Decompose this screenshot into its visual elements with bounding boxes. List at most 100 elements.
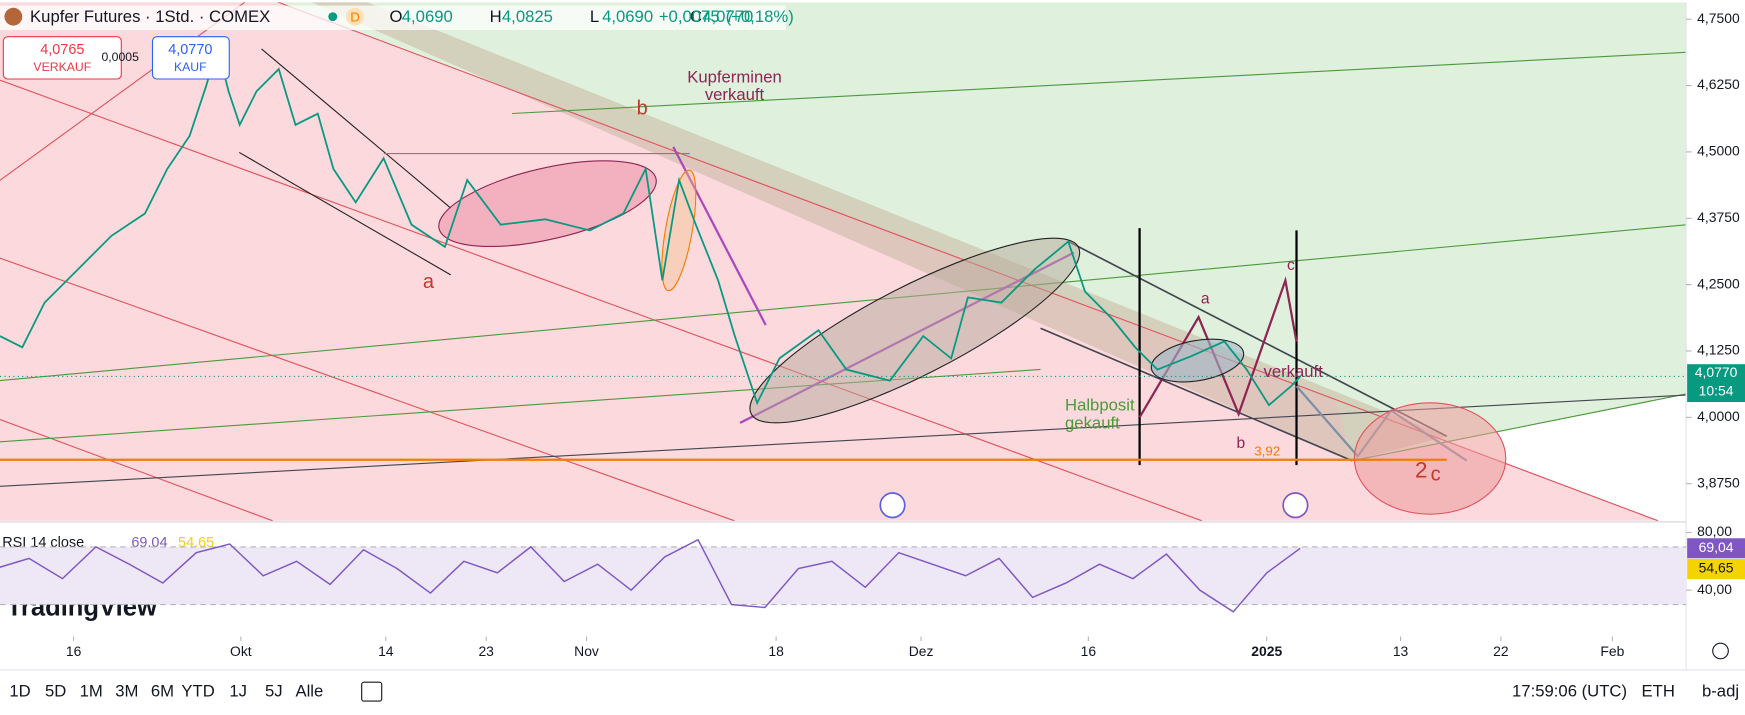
event-icon[interactable] (879, 492, 906, 519)
ohlc-key: L (590, 7, 599, 26)
rsi-ma-badge-label: 54,65 (1699, 560, 1734, 576)
y-tick-label: 40,00 (1697, 581, 1732, 597)
trend-line (672, 146, 767, 326)
status-dot (328, 12, 338, 22)
y-tick-label: 4,3750 (1697, 209, 1740, 225)
annotation: b (1237, 435, 1246, 452)
ohlc-key: H (490, 7, 502, 26)
y-tick-label: 4,1250 (1697, 342, 1740, 358)
x-tick-label: 14 (378, 643, 394, 659)
ohlc-key: O (390, 7, 403, 26)
range-button[interactable]: 3M (115, 682, 138, 701)
sell-button[interactable] (2, 36, 122, 80)
rsi-line (0, 538, 1301, 613)
trend-line (511, 51, 1687, 115)
annotation: 2 (1415, 458, 1427, 483)
buy-price: 4,0770 (168, 42, 212, 58)
annotation: Halbposit (1065, 396, 1135, 415)
x-tick-label: Nov (574, 643, 599, 659)
x-tick-label: 18 (768, 643, 784, 659)
annotation: b (637, 97, 648, 119)
symbol-icon (4, 7, 23, 26)
ellipse (438, 160, 657, 247)
annotation: a (1201, 290, 1210, 307)
trend-line (0, 2, 246, 181)
y-tick-label: 3,8750 (1697, 474, 1740, 490)
session[interactable]: ETH (1642, 682, 1675, 701)
trend-line (1067, 240, 1448, 437)
x-tick-label: Feb (1600, 643, 1624, 659)
badge-bg (346, 7, 364, 26)
channel (311, 2, 1447, 461)
trend-line (0, 419, 273, 521)
event-icon[interactable] (1282, 492, 1309, 519)
x-tick-label: 16 (66, 643, 82, 659)
range-button[interactable]: 1M (80, 682, 103, 701)
annotation: Kupferminen (687, 67, 782, 86)
rsi-badge-label: 69,04 (1699, 539, 1734, 555)
ellipse (1150, 338, 1245, 383)
annotation: c (1431, 463, 1441, 485)
annotation: c (1287, 257, 1295, 274)
x-tick-label: 13 (1393, 643, 1409, 659)
buy-caption: KAUF (174, 60, 207, 74)
change-pct: (+0,18%) (726, 7, 794, 26)
y-tick-label: 4,0000 (1697, 408, 1740, 424)
range-button[interactable]: 5D (45, 682, 66, 701)
ellipse (749, 237, 1081, 424)
rsi-band (0, 546, 1687, 605)
ohlc-key: C (690, 7, 702, 26)
header-bg (0, 5, 786, 31)
range-button[interactable]: 1D (9, 682, 30, 701)
drawings (0, 2, 1687, 521)
range-button[interactable]: Alle (295, 682, 323, 701)
annotation: verkauft (705, 85, 765, 104)
range-button[interactable]: 6M (151, 682, 174, 701)
rsi-ma-badge (1687, 559, 1745, 580)
date-range-icon[interactable] (361, 681, 383, 702)
delay-badge: D (350, 9, 360, 24)
x-tick-label: 22 (1493, 643, 1509, 659)
trend-line (0, 79, 1203, 521)
last-price-label: 4,0770 (1695, 364, 1738, 380)
change: +0,0075 (659, 7, 720, 26)
trend-line (261, 48, 452, 209)
toolbar: 1D 5D 1M 3M 6M YTD 1J 5J Alle (9, 681, 383, 702)
ohlc-value: 4,0690 (602, 7, 653, 26)
range-button[interactable]: 1J (229, 682, 247, 701)
annotation: a (423, 271, 435, 293)
x-tick-label: 2025 (1251, 643, 1282, 659)
trend-line (1040, 327, 1353, 462)
x-tick-label: Okt (230, 643, 252, 659)
annotation: verkauft (1263, 362, 1323, 381)
y-tick-label: 80,00 (1697, 523, 1732, 539)
trend-line (238, 151, 451, 276)
annotation: gekauft (1065, 413, 1120, 432)
y-tick-label: 4,6250 (1697, 76, 1740, 92)
y-tick-label: 4,2500 (1697, 275, 1740, 291)
clock: 17:59:06 (UTC) (1512, 682, 1627, 701)
y-tick-label: 4,5000 (1697, 143, 1740, 159)
range-button[interactable]: 5J (265, 682, 283, 701)
settings-icon[interactable] (1712, 642, 1729, 660)
trend-line (0, 224, 1687, 382)
y-tick-label: 4,7500 (1697, 10, 1740, 26)
ohlc-value: 4,0770 (702, 7, 753, 26)
sell-caption: VERKAUF (33, 60, 91, 74)
ohlc: O 4,0690 H 4,0825 L 4,0690 C 4,0770+0,0075 (+0,1… (390, 7, 794, 26)
trend-line (0, 257, 735, 521)
rsi-badge (1687, 538, 1745, 559)
ellipse (1353, 402, 1507, 515)
countdown: 10:54 (1699, 383, 1734, 399)
symbol-title: Kupfer Futures · 1Std. · COMEX (30, 7, 270, 26)
last-price-badge (1687, 364, 1745, 403)
ohlc-value: 4,0690 (402, 7, 453, 26)
adjust[interactable]: b-adj (1702, 682, 1739, 701)
x-tick-label: 23 (478, 643, 494, 659)
spread: 0,0005 (101, 50, 139, 64)
ohlc-value: 4,0825 (502, 7, 553, 26)
range-button[interactable]: YTD (181, 682, 214, 701)
buy-button[interactable] (151, 36, 230, 80)
